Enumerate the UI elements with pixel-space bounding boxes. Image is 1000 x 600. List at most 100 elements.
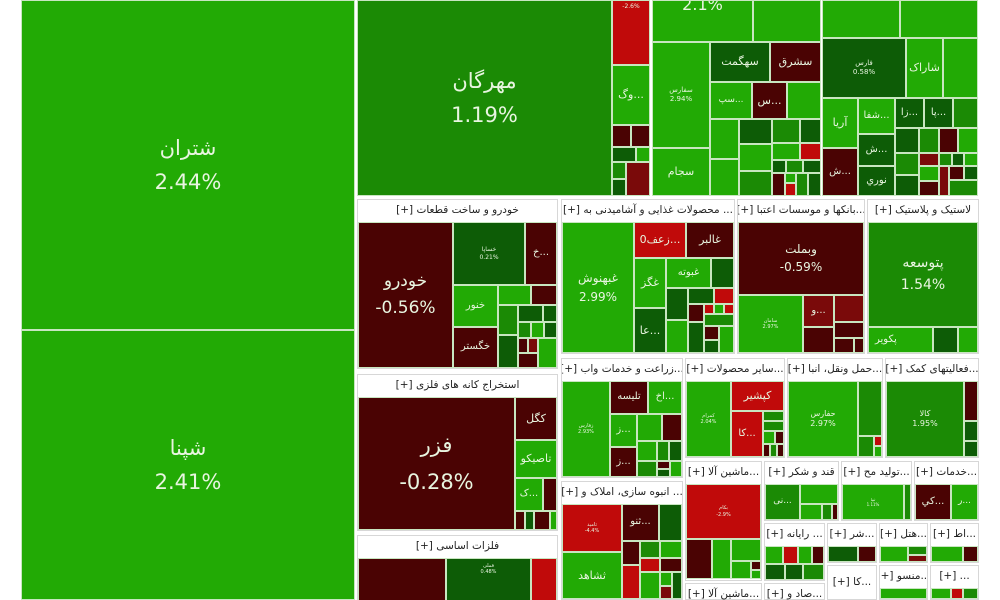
tile-small[interactable] — [803, 564, 824, 580]
tile-small[interactable] — [550, 511, 557, 530]
tile-small[interactable]: ...خ — [525, 222, 557, 285]
expand-icon[interactable]: [+] — [766, 588, 784, 600]
sector-title[interactable]: ... انبوه سازی، املاک و [+] — [562, 482, 682, 502]
sector-title[interactable]: ...فعالیتهای کمک [+] — [886, 359, 978, 379]
sector-title[interactable]: لاستیک و پلاستیک [+] — [868, 200, 978, 220]
tile-small[interactable] — [949, 166, 964, 180]
expand-icon[interactable]: [+] — [832, 576, 850, 588]
tile-small[interactable] — [666, 320, 688, 353]
tile-small[interactable]: ...نی — [765, 484, 800, 520]
tile-small[interactable] — [739, 144, 772, 171]
expand-icon[interactable]: [+] — [788, 363, 805, 375]
tile-small[interactable] — [800, 504, 822, 520]
sector-title[interactable]: ...تولید مح [+] — [842, 462, 911, 482]
tile-small[interactable] — [858, 546, 876, 562]
tile-small[interactable] — [880, 546, 908, 562]
expand-icon[interactable]: [+] — [874, 204, 892, 216]
tile-small[interactable] — [714, 288, 734, 304]
tile-tasiko[interactable]: تاصیکو — [515, 440, 557, 478]
tile-small[interactable] — [612, 179, 626, 196]
tile-small[interactable] — [919, 153, 939, 166]
tile-small[interactable] — [712, 539, 731, 579]
tile-small[interactable] — [763, 444, 770, 457]
tile-small[interactable] — [854, 338, 864, 353]
tile-small[interactable] — [704, 326, 719, 340]
tile-small[interactable] — [775, 431, 784, 444]
tile-nouri[interactable]: نوري — [858, 166, 895, 196]
tile-small[interactable] — [919, 128, 939, 153]
tile-small[interactable] — [874, 446, 882, 457]
tile-small[interactable] — [880, 588, 927, 599]
tile-small[interactable] — [772, 143, 800, 160]
tile-small[interactable] — [688, 304, 704, 322]
tile-sashahed[interactable]: ثشاهد — [562, 552, 622, 599]
tile-small[interactable]: -2.6% — [612, 0, 650, 65]
sector-title[interactable]: ...بانکها و موسسات اعتبا [+] — [738, 200, 864, 220]
tile-small[interactable]: ...س — [752, 82, 787, 119]
tile-small[interactable] — [858, 381, 882, 436]
tile-small[interactable] — [662, 414, 682, 441]
tile-small[interactable] — [785, 564, 803, 580]
tile-small[interactable] — [498, 285, 531, 305]
tile-small[interactable] — [800, 119, 821, 143]
tile-ghbooteh[interactable]: غبوته — [666, 258, 711, 288]
tile-small[interactable] — [796, 173, 808, 196]
tile-small[interactable] — [874, 436, 882, 446]
tile-small[interactable] — [719, 326, 734, 353]
sector-title[interactable]: ...زراعت و خدمات واب [+] — [562, 359, 682, 379]
tile-small[interactable] — [964, 381, 978, 421]
tile-small[interactable]: ...ر — [951, 484, 978, 520]
tile-small[interactable]: ...ش — [858, 134, 895, 166]
tile-small[interactable] — [543, 478, 557, 511]
tile-small[interactable] — [800, 143, 821, 160]
tile-small[interactable] — [963, 546, 978, 562]
expand-icon[interactable]: [+] — [886, 363, 903, 375]
tile-small[interactable] — [739, 171, 772, 196]
tile-small[interactable] — [686, 539, 712, 579]
tile-shetran[interactable]: شتران 2.44% — [21, 0, 355, 330]
tile-small[interactable] — [660, 586, 672, 599]
tile-talise[interactable]: تلیسه — [610, 381, 648, 414]
tile-small[interactable] — [943, 38, 978, 98]
tile-sfars[interactable]: سفارس 2.94% — [652, 42, 710, 148]
expand-icon[interactable]: [+] — [843, 466, 861, 478]
tile-ghgaz[interactable]: غگز — [634, 258, 666, 308]
tile-small[interactable] — [669, 441, 682, 461]
tile-small[interactable]: ...کي — [915, 484, 951, 520]
tile-small[interactable] — [640, 541, 660, 558]
sector-title[interactable]: ... [+] — [931, 566, 978, 586]
tile-small[interactable] — [772, 119, 800, 143]
tile-small[interactable] — [772, 160, 786, 173]
tile-small[interactable] — [724, 304, 734, 314]
tile-small[interactable] — [544, 322, 557, 338]
tile-small[interactable] — [772, 173, 785, 196]
expand-icon[interactable]: [+] — [766, 528, 784, 540]
tile-small[interactable] — [528, 338, 538, 353]
tile-small[interactable] — [498, 305, 518, 335]
tile-small[interactable] — [908, 546, 927, 555]
expand-icon[interactable]: [+] — [738, 204, 754, 216]
tile-small[interactable]: ثبیا 1.11% — [842, 484, 904, 520]
tile-kmaram[interactable]: کمرام 2.04% — [686, 381, 731, 457]
tile-small[interactable] — [939, 128, 958, 153]
tile-ptoseh[interactable]: پتوسعه 1.54% — [868, 222, 978, 327]
tile-small[interactable] — [660, 541, 682, 558]
tile-kala[interactable]: کالا 1.95% — [886, 381, 964, 457]
expand-icon[interactable]: [+] — [687, 466, 705, 478]
tile-small[interactable] — [964, 153, 978, 166]
tile-small[interactable] — [958, 128, 978, 153]
tile-small[interactable] — [518, 353, 538, 368]
sector-title[interactable]: ...اط [+] — [931, 524, 978, 544]
tile-small[interactable] — [660, 558, 682, 572]
sector-title[interactable]: ...شر [+] — [828, 524, 876, 544]
tile-small[interactable] — [753, 0, 821, 42]
tile-small[interactable] — [786, 160, 803, 173]
sector-title[interactable]: ...سایر محصولات [+] — [686, 359, 784, 379]
tile-small[interactable] — [803, 327, 834, 353]
tile-small[interactable] — [949, 180, 978, 196]
tile-small[interactable] — [672, 572, 682, 599]
tile-small[interactable] — [637, 461, 657, 477]
tile-zfars[interactable]: زفارس 2.93% — [562, 381, 610, 477]
sector-title[interactable]: ...ماشین آلا [+] — [686, 462, 761, 482]
tile-small[interactable] — [800, 484, 838, 504]
